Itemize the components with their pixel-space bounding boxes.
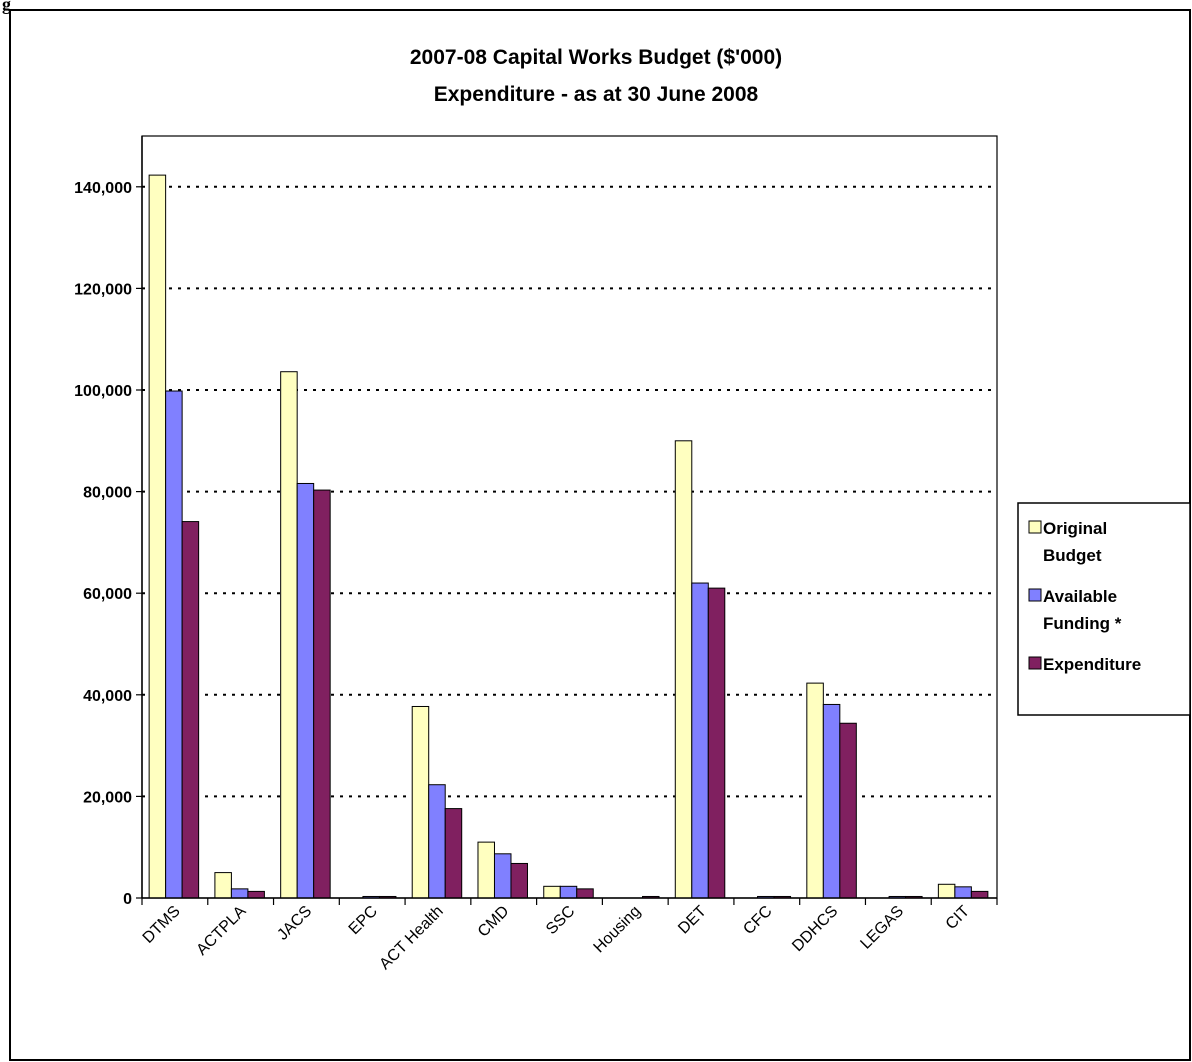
chart-title: 2007-08 Capital Works Budget ($'000)	[410, 46, 782, 69]
bar-expenditure	[576, 888, 594, 899]
bar-available-funding	[954, 886, 972, 899]
bar-available-funding	[822, 703, 841, 899]
bar-available-funding	[493, 853, 512, 899]
legend-swatch-expenditure	[1028, 656, 1042, 670]
y-tick-label: 140,000	[74, 180, 132, 197]
x-category-label: Housing	[591, 903, 645, 957]
y-tick-label: 80,000	[83, 485, 132, 502]
y-tick-label: 120,000	[74, 281, 132, 298]
x-category-label: CFC	[740, 903, 775, 938]
bar-available-funding	[296, 482, 315, 899]
legend-label: Budget	[1043, 546, 1102, 565]
y-tick-label: 100,000	[74, 383, 132, 400]
bar-available-funding	[165, 390, 183, 899]
y-tick-label: 20,000	[83, 789, 132, 806]
x-category-label: LEGAS	[857, 903, 907, 953]
bar-expenditure	[839, 722, 857, 899]
bar-original-budget	[148, 174, 167, 899]
legend-swatch-available-funding	[1028, 588, 1042, 602]
legend-label: Available	[1043, 587, 1117, 606]
x-category-label: CMD	[475, 903, 513, 941]
bar-original-budget	[543, 885, 561, 899]
bar-available-funding	[691, 582, 709, 899]
x-category-label: SSC	[543, 903, 578, 938]
bar-original-budget	[806, 682, 824, 899]
y-tick-label: 60,000	[83, 586, 132, 603]
x-category-label: JACS	[274, 903, 315, 944]
legend: Original Budget Available Funding * Expendit…	[1017, 502, 1191, 716]
bar-original-budget	[937, 883, 956, 899]
x-category-label: ACTPLA	[193, 903, 249, 959]
x-category-label: DTMS	[140, 903, 184, 947]
bar-original-budget	[674, 440, 693, 899]
bar-expenditure	[247, 890, 265, 899]
x-category-label: EPC	[346, 903, 381, 938]
legend-box	[1017, 502, 1191, 716]
bar-expenditure	[510, 862, 528, 899]
bar-expenditure	[313, 489, 331, 899]
bar-original-budget	[280, 371, 298, 899]
legend-label: Funding *	[1043, 614, 1122, 633]
bar-available-funding	[230, 888, 249, 899]
plot-area	[141, 135, 998, 899]
y-tick-label: 0	[123, 891, 132, 908]
y-tick-label: 40,000	[83, 688, 132, 705]
bar-original-budget	[214, 872, 232, 899]
legend-swatch-original-budget	[1028, 520, 1042, 534]
legend-label: Original	[1043, 519, 1107, 538]
figure-label: g	[2, 0, 11, 14]
x-category-label: DDHCS	[789, 903, 841, 955]
bar-expenditure	[707, 587, 726, 899]
x-category-label: CIT	[943, 903, 973, 933]
bar-original-budget	[477, 841, 495, 899]
bar-expenditure	[181, 521, 200, 899]
x-category-label: ACT Health	[376, 903, 446, 973]
x-category-label: DET	[675, 903, 710, 938]
bars	[148, 174, 989, 899]
bar-original-budget	[411, 705, 430, 899]
bar-available-funding	[428, 784, 446, 899]
bar-expenditure	[970, 890, 989, 899]
chart-subtitle: Expenditure - as at 30 June 2008	[434, 83, 759, 106]
bar-expenditure	[444, 808, 463, 899]
bar-available-funding	[559, 885, 578, 899]
legend-label: Expenditure	[1043, 655, 1141, 674]
